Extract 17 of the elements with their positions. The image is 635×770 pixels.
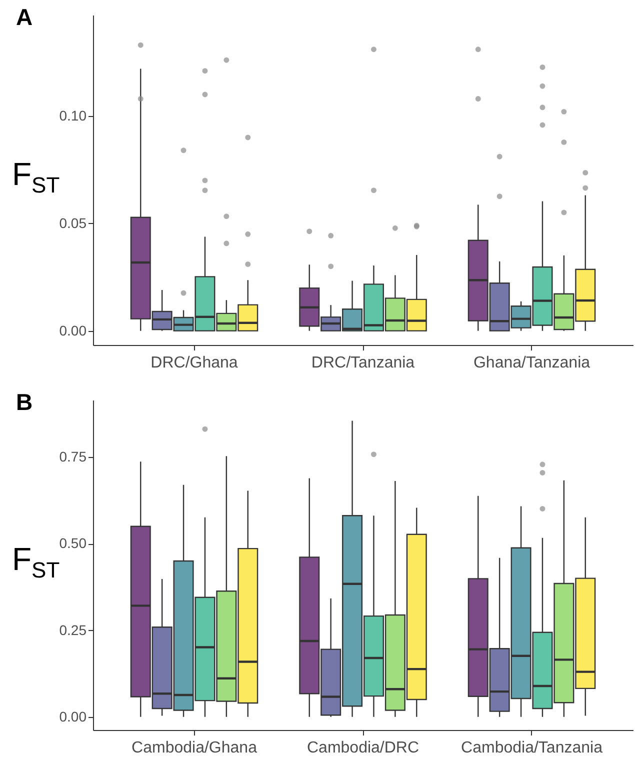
x-tick-label: Cambodia/Tanzania (461, 740, 603, 756)
y-tick-label: 0.00 (59, 708, 87, 724)
y-tick-label: 0.00 (59, 322, 87, 338)
y-tick-label: 0.25 (59, 622, 87, 638)
y-tick-label: 0.10 (59, 107, 87, 124)
chart-title: A (16, 4, 33, 31)
y-tick-label: 0.50 (59, 535, 87, 552)
x-tick-label: Ghana/Tanzania (473, 354, 590, 372)
x-tick-label: Cambodia/DRC (306, 740, 420, 756)
x-tick-label: Cambodia/Ghana (132, 740, 258, 756)
x-tick-label: DRC/Ghana (150, 354, 238, 372)
y-tick-label: 0.05 (59, 214, 87, 231)
y-axis-title: F$_{ST}$ (12, 541, 60, 584)
chart-title: B (16, 389, 33, 416)
y-axis-title: F$_{ST}$ (12, 156, 60, 198)
x-tick-label: DRC/Tanzania (311, 354, 415, 372)
y-tick-label: 0.75 (59, 448, 87, 465)
